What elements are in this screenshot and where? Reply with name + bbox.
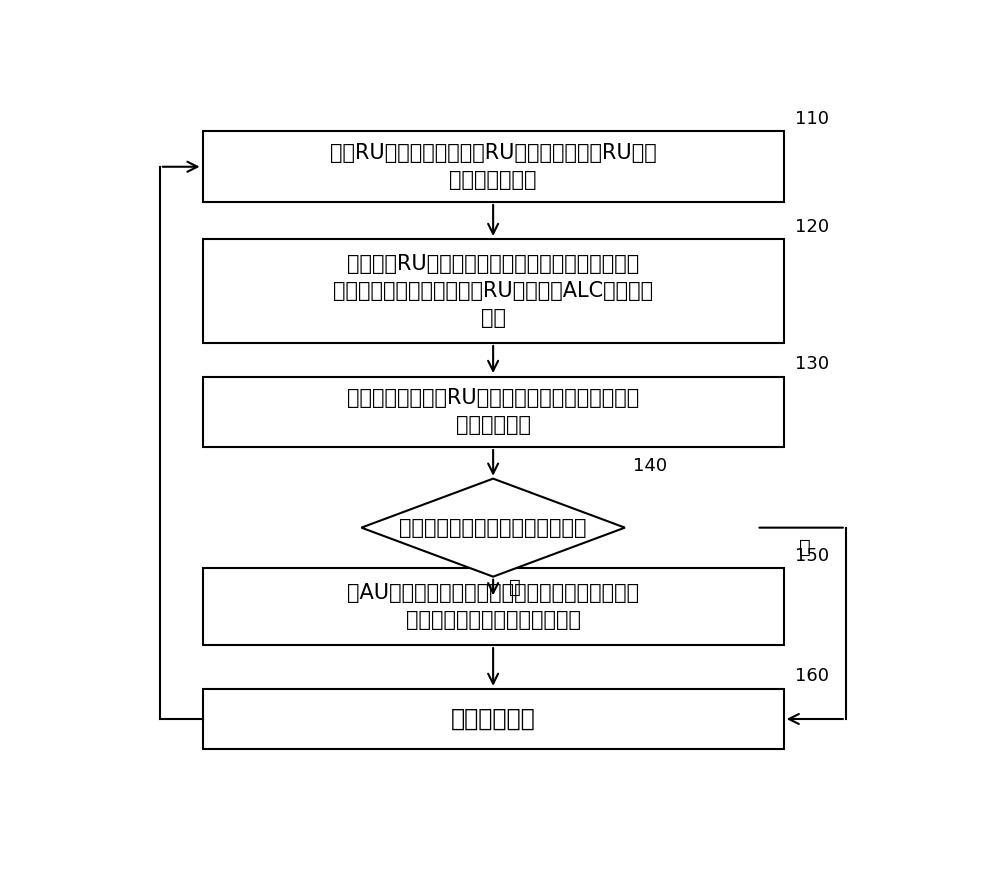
Polygon shape (361, 479, 625, 576)
Text: 120: 120 (795, 218, 830, 235)
Text: 在AU设备的上行链路设置耦合器增加功率衰减，以
使基站的接收底噪满足预设条件: 在AU设备的上行链路设置耦合器增加功率衰减，以 使基站的接收底噪满足预设条件 (347, 583, 639, 630)
Text: 130: 130 (795, 355, 830, 373)
Text: 获取RU设备组网中的目标RU设备，并对目标RU设备
设置功率门限值: 获取RU设备组网中的目标RU设备，并对目标RU设备 设置功率门限值 (330, 143, 656, 190)
FancyBboxPatch shape (202, 132, 784, 202)
Text: 140: 140 (633, 457, 667, 475)
Text: 根据目标RU设备的实际接收功率、功率门限值和定
标值得到衰减值，定标值为RU设备触发ALC起控的功
率值: 根据目标RU设备的实际接收功率、功率门限值和定 标值得到衰减值，定标值为RU设备… (333, 254, 653, 328)
FancyBboxPatch shape (202, 239, 784, 343)
FancyBboxPatch shape (202, 377, 784, 447)
Text: 是: 是 (799, 538, 811, 556)
FancyBboxPatch shape (202, 689, 784, 749)
Text: 根据衰减值对目标RU设备进行功率衰减，以降低基
站的接收底噪: 根据衰减值对目标RU设备进行功率衰减，以降低基 站的接收底噪 (347, 388, 639, 435)
Text: 160: 160 (795, 667, 829, 685)
Text: 否: 否 (509, 578, 520, 597)
FancyBboxPatch shape (202, 568, 784, 645)
Text: 基站的接收底噪是否满足预设条件: 基站的接收底噪是否满足预设条件 (399, 518, 587, 538)
Text: 150: 150 (795, 547, 830, 564)
Text: 110: 110 (795, 110, 829, 128)
Text: 等待预设时长: 等待预设时长 (451, 707, 536, 731)
